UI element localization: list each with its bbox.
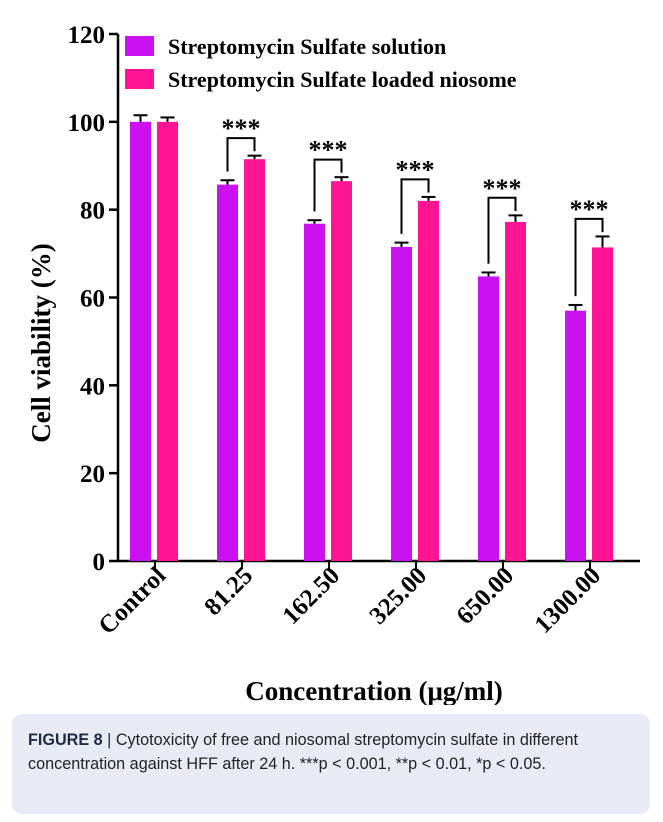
significance-label: ***	[309, 136, 348, 165]
significance-label: ***	[396, 155, 435, 184]
x-tick-label: 1300.00	[530, 562, 607, 639]
bar	[244, 159, 265, 561]
bar-chart: 0 20 40 60 80 100 120 Control 81.25 162.50 325.00 6…	[26, 22, 640, 705]
caption-separator: |	[102, 731, 116, 749]
legend-label: Streptomycin Sulfate solution	[168, 34, 446, 59]
bar	[505, 221, 526, 562]
y-tick-label: 0	[93, 549, 106, 576]
significance-bracket	[313, 158, 343, 212]
legend-label: Streptomycin Sulfate loaded niosome	[168, 67, 517, 92]
bar	[565, 310, 586, 561]
x-tick-label: 650.00	[452, 562, 520, 630]
significance-label: ***	[222, 114, 261, 143]
significance-label: ***	[483, 174, 522, 203]
x-axis-title: Concentration (μg/ml)	[245, 676, 503, 705]
bar	[157, 121, 178, 561]
y-axis-title: Cell viability (%)	[26, 243, 56, 442]
significance-brackets: *** *** *** *** ***	[222, 114, 609, 297]
bar	[391, 246, 412, 561]
legend: Streptomycin Sulfate solution Streptomyci…	[125, 34, 517, 92]
x-tick-label: 162.50	[278, 562, 346, 630]
bar	[418, 200, 439, 561]
caption-text: Cytotoxicity of free and niosomal strept…	[28, 731, 579, 773]
significance-bracket	[226, 137, 256, 172]
significance-bracket	[487, 196, 517, 264]
y-tick-label: 20	[80, 461, 105, 488]
figure-caption: FIGURE 8 | Cytotoxicity of free and nios…	[12, 714, 650, 814]
significance-label: ***	[570, 195, 609, 224]
legend-swatch	[125, 36, 154, 56]
bar	[331, 181, 352, 561]
significance-bracket	[574, 217, 604, 297]
y-tick-label: 100	[68, 110, 106, 137]
y-tick-label: 60	[80, 286, 105, 313]
x-tick-label: 81.25	[199, 562, 258, 621]
x-tick-label: Control	[94, 562, 172, 640]
axes: 0 20 40 60 80 100 120 Control 81.25 162.50 325.00 6…	[68, 22, 640, 640]
caption-label: FIGURE 8	[28, 731, 103, 749]
x-tick-label: 325.00	[365, 562, 433, 630]
significance-bracket	[400, 178, 430, 234]
y-tick-label: 80	[80, 198, 105, 225]
bar	[217, 184, 238, 562]
bar	[130, 121, 151, 561]
y-tick-label: 120	[68, 22, 106, 49]
bar	[304, 223, 325, 561]
bars	[130, 114, 613, 562]
bar	[592, 247, 613, 561]
y-tick-label: 40	[80, 373, 105, 400]
legend-swatch	[125, 69, 154, 89]
bar	[478, 276, 499, 561]
